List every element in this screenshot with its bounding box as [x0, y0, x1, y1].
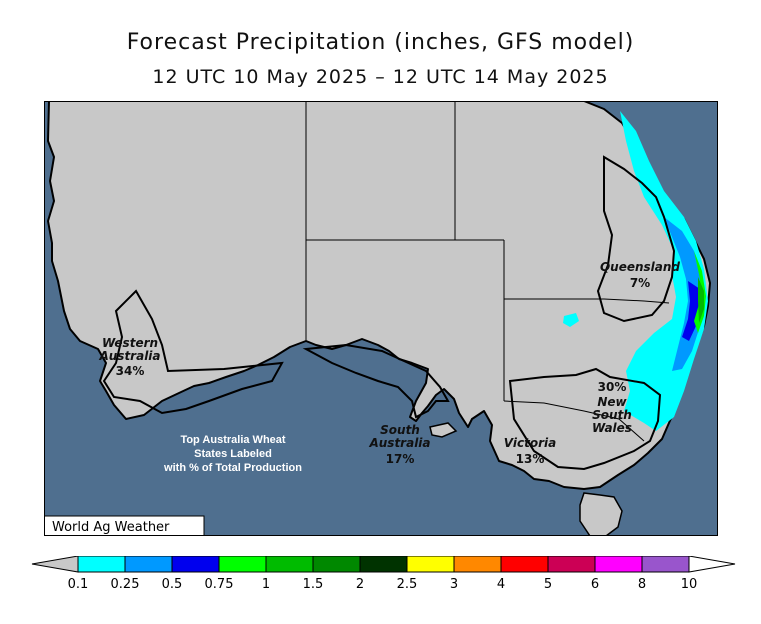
legend-swatch: [547, 556, 596, 573]
tasmania: [579, 492, 623, 536]
legend-tick-label: 1: [262, 577, 270, 592]
legend-tick-label: 6: [591, 577, 599, 592]
label-victoria: Victoria 13%: [504, 436, 556, 466]
legend-tick-label: 8: [638, 577, 646, 592]
legend-tick-label: 4: [497, 577, 505, 592]
note-line: Top Australia Wheat: [180, 434, 285, 446]
state-name: Wales: [592, 421, 632, 435]
precip-1: [698, 277, 704, 323]
precip-0.25: [664, 217, 704, 371]
legend-swatch: [641, 556, 690, 573]
state-name: South: [592, 408, 632, 422]
state-pct: 7%: [630, 276, 650, 290]
legend-tick-label: 2: [356, 577, 364, 592]
precip-shading: [563, 111, 708, 431]
state-name: New: [597, 395, 627, 409]
legend-swatch: [594, 556, 643, 573]
state-name: Western: [102, 336, 158, 350]
label-south-australia: South Australia 17%: [368, 423, 430, 466]
map-subtitle: 12 UTC 10 May 2025 – 12 UTC 14 May 2025: [152, 66, 609, 88]
label-western-australia: Western Australia 34%: [98, 336, 160, 378]
credit-box: World Ag Weather: [44, 515, 205, 536]
legend-tick-label: 1.5: [303, 577, 324, 592]
note-line: States Labeled: [194, 448, 272, 460]
legend-swatch: [265, 556, 314, 573]
state-pct: 17%: [386, 452, 415, 466]
state-name: Queensland: [600, 260, 680, 274]
legend-above-arrow: [688, 556, 736, 573]
legend-swatch: [312, 556, 361, 573]
legend-swatch: [124, 556, 173, 573]
state-name: Australia: [98, 349, 160, 363]
precip-0.5: [682, 281, 702, 341]
label-new-south-wales: 30% New South Wales: [592, 380, 632, 435]
state-pct: 34%: [116, 364, 145, 378]
legend-tick-label: 5: [544, 577, 552, 592]
legend-swatch: [171, 556, 220, 573]
state-name: Victoria: [504, 436, 556, 450]
label-queensland: Queensland 7%: [600, 260, 680, 290]
state-pct: 13%: [516, 452, 545, 466]
legend-tick-label: 0.25: [111, 577, 140, 592]
note-line: with % of Total Production: [163, 462, 302, 474]
wheat-note: Top Australia Wheat States Labeled with …: [163, 434, 302, 474]
legend-tick-label: 10: [681, 577, 698, 592]
legend-swatch: [77, 556, 126, 573]
legend-swatch: [453, 556, 502, 573]
state-borders: [305, 101, 670, 442]
legend-tick-label: 2.5: [397, 577, 418, 592]
legend-swatch: [406, 556, 455, 573]
legend-below-arrow: [31, 556, 79, 573]
legend-tick-label: 0.5: [162, 577, 183, 592]
state-name: South: [380, 423, 420, 437]
color-scale-legend: 0.1 0.25 0.5 0.75 1 1.5 2 2.5 3 4 5 6 8 10: [31, 556, 736, 592]
legend-swatch: [500, 556, 549, 573]
legend-tick-label: 0.1: [68, 577, 89, 592]
wheat-region-outlines: [102, 155, 676, 471]
legend-bar: [31, 556, 736, 573]
legend-labels: 0.1 0.25 0.5 0.75 1 1.5 2 2.5 3 4 5 6 8 10: [68, 577, 698, 592]
state-pct: 30%: [598, 380, 627, 394]
precip-inland: [563, 313, 579, 327]
state-name: Australia: [368, 436, 430, 450]
map-title: Forecast Precipitation (inches, GFS mode…: [126, 30, 635, 55]
legend-swatch: [359, 556, 408, 573]
legend-swatch: [218, 556, 267, 573]
credit-text: World Ag Weather: [52, 520, 170, 535]
legend-tick-label: 3: [450, 577, 458, 592]
legend-tick-label: 0.75: [205, 577, 234, 592]
precipitation-map: Western Australia 34% South Australia 17…: [44, 101, 718, 536]
kangaroo-island: [429, 422, 458, 438]
